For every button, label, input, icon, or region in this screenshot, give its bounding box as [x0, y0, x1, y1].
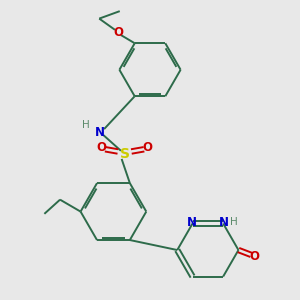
Text: O: O	[113, 26, 123, 39]
Text: N: N	[187, 215, 197, 229]
Text: O: O	[143, 141, 153, 154]
Text: O: O	[249, 250, 259, 263]
Text: H: H	[82, 120, 89, 130]
Text: H: H	[230, 217, 238, 227]
Text: O: O	[97, 141, 106, 154]
Text: S: S	[120, 148, 130, 161]
Text: N: N	[94, 126, 105, 139]
Text: N: N	[219, 215, 229, 229]
